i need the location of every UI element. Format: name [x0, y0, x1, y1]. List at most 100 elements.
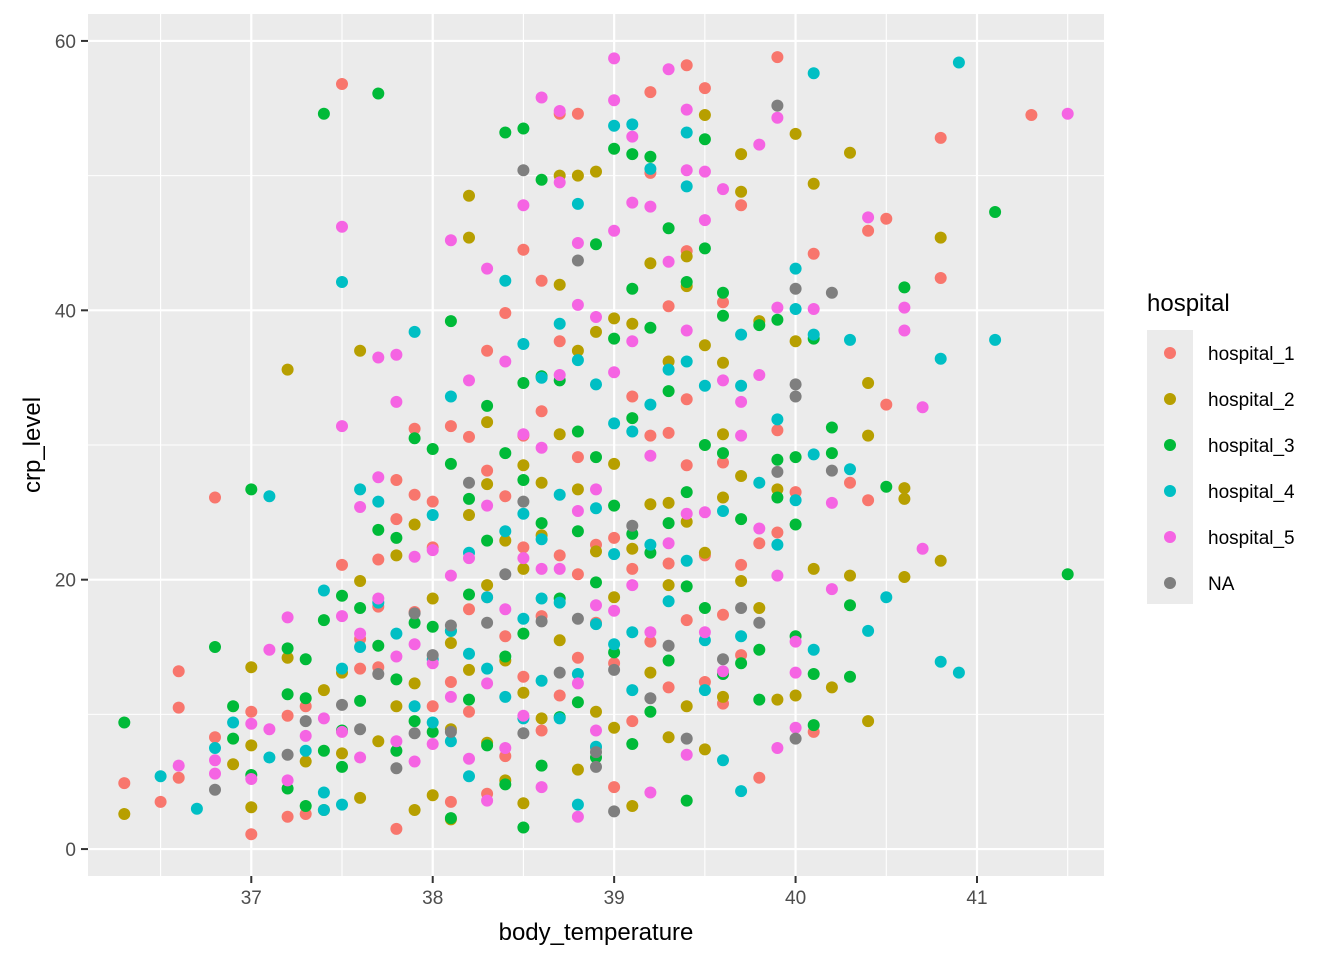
data-point: [336, 220, 348, 233]
data-point: [535, 533, 548, 546]
legend-label: hospital_5: [1208, 528, 1295, 549]
data-point: [844, 463, 856, 476]
data-point: [644, 666, 657, 679]
data-point: [789, 518, 802, 531]
data-point: [771, 526, 784, 539]
data-point: [608, 805, 621, 818]
data-point: [590, 545, 602, 558]
data-point: [735, 429, 748, 442]
data-point: [680, 276, 693, 288]
data-point: [825, 464, 838, 477]
data-point: [644, 635, 657, 648]
data-point: [789, 635, 802, 648]
data-point: [372, 735, 385, 748]
data-point: [172, 759, 185, 772]
data-point: [717, 309, 729, 322]
data-point: [317, 712, 330, 725]
data-point: [209, 783, 221, 796]
data-point: [753, 602, 766, 614]
data-point: [680, 180, 693, 193]
data-point: [190, 802, 203, 815]
data-point: [463, 509, 475, 521]
data-point: [807, 668, 820, 680]
data-point: [571, 169, 584, 182]
data-point: [608, 548, 621, 561]
data-point: [771, 491, 784, 504]
data-point: [481, 534, 494, 547]
data-point: [626, 412, 639, 425]
data-point: [789, 451, 802, 464]
data-point: [753, 369, 766, 381]
data-point: [680, 59, 693, 72]
data-point: [844, 476, 856, 489]
x-tick-label: 41: [966, 888, 987, 909]
data-point: [735, 395, 748, 408]
data-point: [753, 138, 766, 151]
data-point: [245, 801, 258, 814]
data-point: [608, 366, 621, 379]
data-point: [299, 653, 312, 666]
data-point: [571, 107, 584, 120]
data-point: [535, 517, 548, 530]
data-point: [753, 693, 766, 706]
data-point: [571, 763, 584, 776]
data-point: [771, 99, 784, 112]
data-point: [898, 571, 911, 583]
data-point: [590, 502, 602, 515]
legend-title: hospital: [1147, 290, 1230, 317]
data-point: [934, 231, 947, 244]
data-point: [118, 777, 131, 790]
data-point: [444, 725, 457, 738]
data-point: [590, 165, 602, 178]
data-point: [880, 398, 893, 411]
y-tick-labels: 0 20 40 60: [55, 32, 76, 861]
data-point: [426, 649, 439, 662]
data-point: [590, 724, 602, 737]
data-point: [463, 231, 475, 244]
y-tick-label: 40: [55, 301, 76, 322]
data-point: [898, 301, 911, 314]
data-point: [408, 755, 421, 768]
data-point: [535, 674, 548, 687]
data-point: [517, 797, 530, 810]
data-point: [698, 214, 711, 227]
data-point: [571, 344, 584, 357]
data-point: [517, 541, 530, 554]
data-point: [662, 496, 675, 509]
data-point: [662, 426, 675, 439]
data-point: [317, 107, 330, 120]
data-point: [789, 378, 802, 391]
data-point: [626, 196, 639, 209]
data-point: [608, 224, 621, 237]
data-point: [317, 804, 330, 816]
data-point: [517, 338, 530, 350]
data-point: [880, 480, 893, 493]
data-point: [481, 739, 494, 752]
data-point: [118, 716, 131, 729]
data-point: [590, 576, 602, 589]
data-point: [662, 639, 675, 652]
data-point: [789, 732, 802, 745]
data-point: [898, 281, 911, 294]
data-point: [245, 828, 258, 841]
data-point: [372, 87, 385, 100]
data-point: [807, 719, 820, 732]
data-point: [263, 643, 276, 656]
data-point: [553, 596, 566, 609]
data-point: [390, 627, 403, 640]
data-point: [662, 517, 675, 530]
data-point: [825, 583, 838, 596]
data-point: [408, 638, 421, 651]
data-point: [444, 619, 457, 632]
data-point: [717, 286, 729, 299]
data-point: [245, 483, 258, 496]
data-point: [989, 206, 1002, 218]
data-point: [807, 562, 820, 575]
data-point: [662, 595, 675, 608]
data-point: [390, 673, 403, 686]
data-point: [444, 457, 457, 470]
data-point: [463, 693, 475, 706]
data-point: [281, 642, 294, 655]
data-point: [735, 379, 748, 392]
data-point: [463, 588, 475, 601]
